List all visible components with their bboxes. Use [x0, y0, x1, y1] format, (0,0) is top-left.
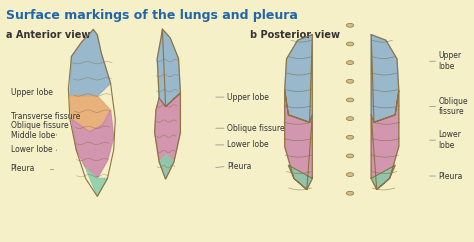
- Text: Middle lobe: Middle lobe: [10, 131, 55, 140]
- Circle shape: [346, 191, 354, 195]
- Polygon shape: [70, 96, 110, 132]
- Polygon shape: [371, 165, 395, 189]
- Text: Pleura: Pleura: [227, 162, 251, 171]
- Text: Upper lobe: Upper lobe: [227, 93, 269, 102]
- Text: Upper lobe: Upper lobe: [10, 88, 53, 97]
- Circle shape: [346, 117, 354, 121]
- Text: Oblique fissure: Oblique fissure: [227, 124, 284, 133]
- Circle shape: [346, 173, 354, 176]
- Polygon shape: [155, 93, 181, 179]
- Polygon shape: [285, 91, 312, 189]
- Text: Pleura: Pleura: [438, 172, 463, 181]
- Text: Lower
lobe: Lower lobe: [438, 130, 461, 150]
- Polygon shape: [159, 155, 174, 179]
- Polygon shape: [72, 110, 114, 178]
- Polygon shape: [288, 165, 312, 189]
- Text: Oblique
fissure: Oblique fissure: [438, 97, 468, 116]
- Polygon shape: [371, 91, 399, 189]
- Circle shape: [346, 135, 354, 139]
- Text: Transverse fissure: Transverse fissure: [10, 112, 80, 121]
- Circle shape: [346, 79, 354, 83]
- Polygon shape: [70, 30, 110, 96]
- Polygon shape: [371, 35, 399, 122]
- Text: Pleura: Pleura: [10, 164, 35, 173]
- Polygon shape: [157, 29, 181, 107]
- Polygon shape: [285, 35, 312, 122]
- Text: b Posterior view: b Posterior view: [250, 30, 340, 40]
- Circle shape: [346, 98, 354, 102]
- Text: Upper
lobe: Upper lobe: [438, 52, 462, 71]
- Text: Lower lobe: Lower lobe: [227, 140, 268, 149]
- Circle shape: [346, 23, 354, 27]
- Text: a Anterior view: a Anterior view: [6, 30, 91, 40]
- Text: Surface markings of the lungs and pleura: Surface markings of the lungs and pleura: [6, 8, 298, 22]
- Circle shape: [346, 61, 354, 65]
- Circle shape: [346, 154, 354, 158]
- Text: Lower lobe: Lower lobe: [10, 145, 52, 154]
- Circle shape: [346, 42, 354, 46]
- Polygon shape: [86, 168, 108, 196]
- Text: Oblique fissure: Oblique fissure: [10, 121, 68, 130]
